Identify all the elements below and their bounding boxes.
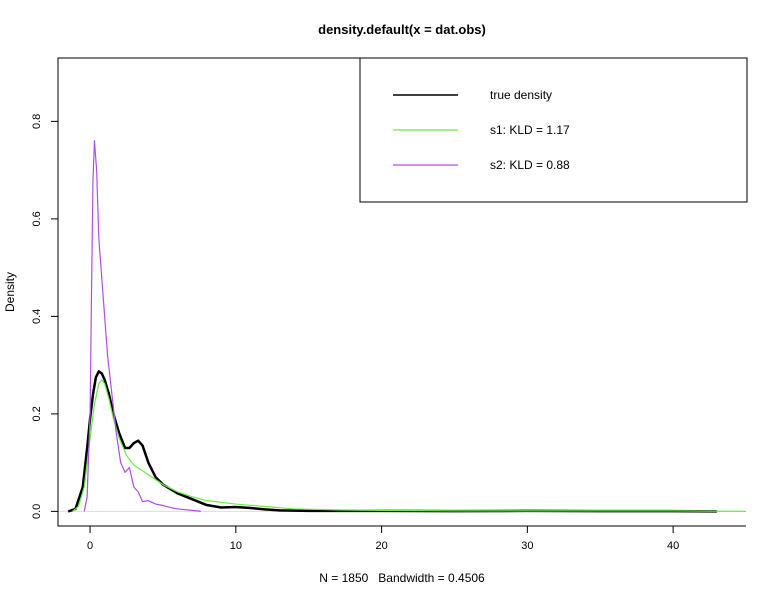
x-tick-label: 10 <box>230 540 242 552</box>
y-tick-label: 0.0 <box>31 504 43 519</box>
y-tick-label: 0.4 <box>31 309 43 324</box>
y-tick-label: 0.8 <box>31 114 43 129</box>
series-line-3 <box>83 140 201 512</box>
legend-label-1: true density <box>490 88 552 102</box>
legend: true density s1: KLD = 1.17 s2: KLD = 0.88 <box>359 57 748 203</box>
y-tick-label: 0.6 <box>31 211 43 226</box>
y-axis: 0.0 0.2 0.4 0.6 0.8 <box>31 114 58 519</box>
chart-title: density.default(x = dat.obs) <box>318 22 486 37</box>
y-tick-label: 0.2 <box>31 406 43 421</box>
y-axis-label: Density <box>3 272 17 312</box>
x-tick-label: 40 <box>667 540 679 552</box>
series-line-2 <box>72 379 747 512</box>
legend-label-2: s1: KLD = 1.17 <box>490 123 570 137</box>
x-tick-label: 20 <box>375 540 387 552</box>
x-axis-label: N = 1850 Bandwidth = 0.4506 <box>319 571 485 585</box>
legend-label-3: s2: KLD = 0.88 <box>490 158 570 172</box>
x-tick-label: 30 <box>521 540 533 552</box>
x-tick-label: 0 <box>87 540 93 552</box>
x-axis: 0 10 20 30 40 <box>87 526 679 552</box>
series-line-1 <box>67 370 717 513</box>
